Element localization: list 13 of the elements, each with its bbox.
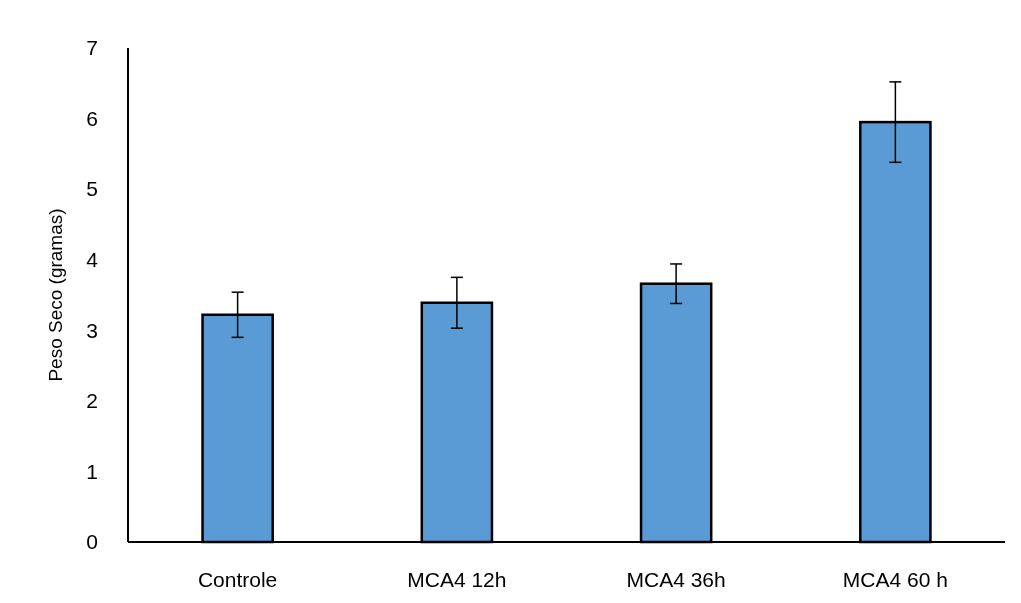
y-tick-label: 0 [86,530,98,554]
x-tick-label: MCA4 12h [407,568,507,592]
y-tick-label: 7 [86,36,98,60]
y-tick-label: 5 [86,177,98,201]
y-tick-label: 1 [86,459,98,483]
x-tick-label: MCA4 36h [626,568,726,592]
y-tick-label: 2 [86,389,98,413]
y-tick-label: 6 [86,106,98,130]
y-tick-label: 3 [86,318,98,342]
y-tick-label: 4 [86,248,99,272]
x-tick-label: Controle [197,568,278,592]
x-tick-label: MCA4 60 h [842,568,948,592]
y-axis-title: Peso Seco (gramas) [45,208,66,382]
